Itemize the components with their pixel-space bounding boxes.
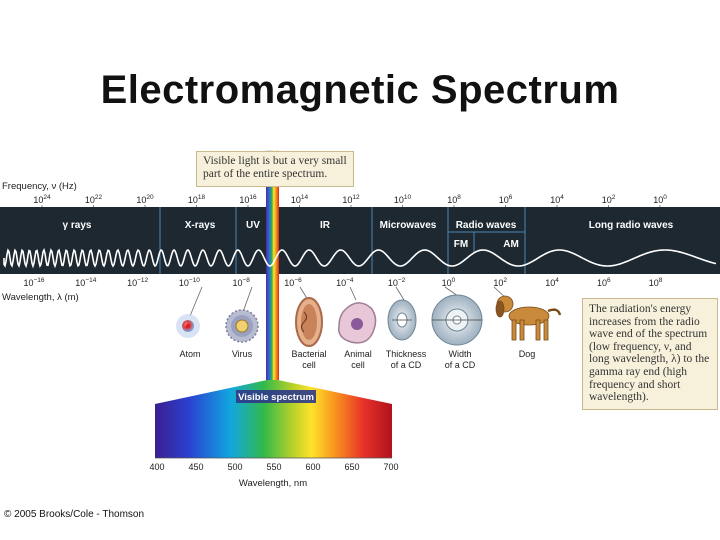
wavelength-tick: 10−8	[232, 277, 250, 288]
visible-spectrum-fan	[155, 380, 392, 458]
cd-thickness-icon	[387, 299, 417, 341]
wavelength-tick: 102	[493, 277, 507, 288]
frequency-tick: 100	[653, 194, 667, 205]
visible-spectrum-label-bg	[236, 390, 316, 403]
frequency-tick: 108	[447, 194, 461, 205]
wavelength-tick-labels: 10−16 10−14 10−12 10−10 10−8 10−6 10−4 10−2 100 1…	[24, 277, 663, 288]
wavelength-tick: 106	[597, 277, 611, 288]
visible-tick: 650	[344, 462, 359, 472]
region-ir: IR	[320, 220, 331, 231]
frequency-tick: 1014	[291, 194, 309, 205]
object-labels: Atom Virus Bacterial cell Animal cell Thic…	[179, 349, 535, 370]
visible-tick-labels: 400 450 500 550 600 650 700	[149, 462, 398, 472]
visible-tick: 600	[305, 462, 320, 472]
animal-cell-icon	[338, 302, 377, 344]
wavelength-tick: 10−6	[284, 277, 302, 288]
label-dog: Dog	[519, 349, 536, 359]
region-microwaves: Microwaves	[380, 220, 437, 231]
wave-line	[3, 247, 717, 269]
visible-tick: 550	[266, 462, 281, 472]
wavelength-tick: 10−12	[127, 277, 148, 288]
wavelength-tick: 10−14	[75, 277, 96, 288]
wavelength-tick: 10−4	[336, 277, 354, 288]
energy-callout: The radiation's energy increases from th…	[582, 298, 718, 410]
copyright-credit: © 2005 Brooks/Cole - Thomson	[4, 509, 145, 520]
bacterial-cell-icon	[295, 297, 323, 347]
wavelength-tick: 104	[545, 277, 559, 288]
visible-light-callout: Visible light is but a very small part o…	[196, 151, 354, 187]
frequency-tick: 102	[602, 194, 616, 205]
label-bacterial-cell: Bacterial cell	[291, 349, 326, 370]
region-labels: γ rays X-rays UV IR Microwaves Radio wav…	[63, 220, 674, 250]
dog-icon	[495, 295, 562, 341]
label-animal-cell: Animal cell	[344, 349, 372, 370]
label-cd-thickness: Thickness of a CD	[386, 349, 427, 370]
region-gamma: γ rays	[63, 220, 92, 231]
region-xrays: X-rays	[185, 220, 216, 231]
region-uv: UV	[246, 220, 260, 231]
spectrum-band	[0, 207, 720, 274]
subregion-am: AM	[503, 239, 519, 250]
visible-spectrum-label: Visible spectrum	[238, 392, 314, 403]
wavelength-tick: 10−2	[388, 277, 406, 288]
label-atom: Atom	[179, 349, 200, 359]
wavelength-tick: 10−16	[24, 277, 45, 288]
visible-tick: 400	[149, 462, 164, 472]
label-virus: Virus	[232, 349, 253, 359]
region-radio: Radio waves	[456, 220, 517, 231]
frequency-tick: 1022	[85, 194, 103, 205]
wavelength-tick: 100	[442, 277, 456, 288]
visible-tick: 450	[188, 462, 203, 472]
label-cd-width: Width of a CD	[445, 349, 476, 370]
virus-icon	[225, 309, 259, 343]
region-dividers	[159, 207, 526, 274]
frequency-tick: 1010	[394, 194, 412, 205]
wavelength-tick: 108	[649, 277, 663, 288]
frequency-tick: 106	[499, 194, 513, 205]
atom-icon	[176, 314, 200, 338]
visible-axis-label: Wavelength, nm	[239, 478, 307, 489]
subregion-fm: FM	[454, 239, 468, 250]
page-title: Electromagnetic Spectrum	[100, 68, 620, 112]
wavelength-tick: 10−10	[179, 277, 200, 288]
frequency-tick: 1020	[136, 194, 154, 205]
visible-tick: 700	[383, 462, 398, 472]
region-long-radio: Long radio waves	[589, 220, 674, 231]
cd-width-icon	[431, 294, 483, 346]
frequency-axis-label: Frequency, ν (Hz)	[2, 181, 77, 192]
frequency-tick: 1012	[342, 194, 360, 205]
frequency-tick: 1016	[239, 194, 257, 205]
frequency-tick: 104	[550, 194, 564, 205]
frequency-tick: 1018	[188, 194, 206, 205]
wavelength-axis-label: Wavelength, λ (m)	[2, 292, 79, 303]
visible-tick: 500	[227, 462, 242, 472]
frequency-tick: 1024	[33, 194, 51, 205]
